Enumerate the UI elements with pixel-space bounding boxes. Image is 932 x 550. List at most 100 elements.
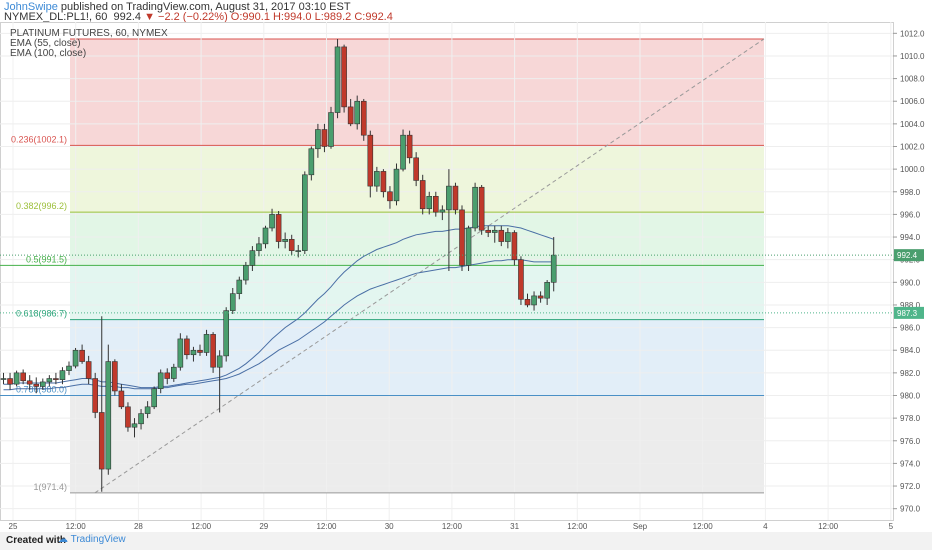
y-tick-label: 982.0 bbox=[900, 369, 921, 378]
y-tick-label: 1012.0 bbox=[900, 29, 925, 38]
fib-zone-0 bbox=[70, 38, 764, 146]
fib-zone-2 bbox=[70, 212, 764, 266]
y-tick-label: 978.0 bbox=[900, 414, 921, 423]
x-tick-label: 28 bbox=[134, 522, 143, 531]
y-tick-label: 974.0 bbox=[900, 459, 921, 468]
candle-body bbox=[197, 349, 203, 353]
candle-body bbox=[288, 239, 295, 251]
candle-body bbox=[341, 46, 347, 108]
candle-body bbox=[157, 372, 164, 390]
symbol-name: NYMEX_DL:PL1!, 60 bbox=[4, 11, 108, 23]
candle-body bbox=[125, 406, 131, 428]
candle-body bbox=[413, 157, 419, 181]
candle-body bbox=[367, 134, 374, 187]
candle-body bbox=[406, 134, 413, 159]
candle-body bbox=[308, 148, 315, 176]
y-tick-label: 1010.0 bbox=[900, 52, 925, 61]
publish-info: published on TradingView.com, August 31,… bbox=[60, 1, 351, 13]
candle-body bbox=[505, 232, 511, 242]
candle-body bbox=[131, 423, 138, 428]
candle-body bbox=[210, 334, 216, 368]
candle-body bbox=[216, 355, 223, 368]
created-with-label: Created with bbox=[6, 535, 67, 546]
publish-line: JohnSwipe published on TradingView.com, … bbox=[4, 1, 351, 13]
candle-body bbox=[39, 381, 46, 387]
candle-body bbox=[138, 413, 144, 425]
candle-body bbox=[419, 180, 426, 210]
y-tick-label: 998.0 bbox=[900, 188, 921, 197]
ema-100-legend[interactable]: EMA (100, close) bbox=[10, 48, 87, 59]
x-tick-label: Sep bbox=[633, 522, 648, 531]
candle-body bbox=[537, 295, 544, 299]
y-tick-label: 1000.0 bbox=[900, 165, 925, 174]
candle-body bbox=[236, 279, 243, 294]
candle-body bbox=[262, 227, 269, 245]
candle-body bbox=[295, 250, 302, 252]
ema-55-legend[interactable]: EMA (55, close) bbox=[10, 38, 81, 49]
fib-level-label: 0.5(991.5) bbox=[26, 254, 67, 264]
x-tick-label: 12:00 bbox=[818, 522, 839, 531]
candle-body bbox=[79, 349, 85, 362]
price-label-box bbox=[894, 249, 924, 262]
author-link[interactable]: JohnSwipe bbox=[4, 1, 58, 13]
diagonal-trendline bbox=[94, 38, 765, 494]
y-tick-label: 986.0 bbox=[900, 324, 921, 333]
candle-body bbox=[524, 298, 531, 306]
y-tick-label: 976.0 bbox=[900, 437, 921, 446]
candle-body bbox=[315, 129, 321, 150]
candle-body bbox=[85, 361, 92, 379]
candle-body bbox=[112, 361, 118, 392]
y-tick-label: 996.0 bbox=[900, 210, 921, 219]
candle-body bbox=[0, 378, 7, 380]
candle-body bbox=[118, 390, 125, 408]
candle-body bbox=[151, 388, 157, 408]
y-tick-label: 972.0 bbox=[900, 482, 921, 491]
last-price: 992.4 bbox=[113, 11, 141, 23]
candle-body bbox=[249, 250, 256, 266]
candle-body bbox=[229, 293, 236, 311]
price-label-box bbox=[894, 306, 924, 319]
y-tick-label: 980.0 bbox=[900, 392, 921, 401]
candle-body bbox=[92, 378, 98, 413]
y-tick-label: 1004.0 bbox=[900, 120, 925, 129]
candle-body bbox=[518, 259, 524, 300]
candle-body bbox=[478, 186, 485, 231]
x-tick-label: 25 bbox=[9, 522, 18, 531]
x-tick-label: 4 bbox=[763, 522, 768, 531]
candle-body bbox=[301, 174, 308, 251]
candle-body bbox=[33, 383, 40, 387]
candle-body bbox=[531, 295, 537, 306]
candle-body bbox=[144, 406, 151, 414]
x-tick-label: 12:00 bbox=[191, 522, 212, 531]
candle-body bbox=[269, 214, 275, 229]
footer-bar: Created with ☁ TradingView bbox=[0, 532, 932, 550]
candle-body bbox=[223, 310, 229, 357]
candle-body bbox=[393, 168, 400, 202]
x-tick-label: 12:00 bbox=[693, 522, 714, 531]
candle-body bbox=[452, 185, 459, 211]
candle-body bbox=[459, 209, 465, 266]
candle-body bbox=[72, 349, 79, 367]
x-tick-label: 30 bbox=[385, 522, 394, 531]
tradingview-logo[interactable]: ☁ TradingView bbox=[58, 534, 126, 545]
candle-body bbox=[328, 112, 334, 147]
candle-body bbox=[13, 372, 20, 385]
candle-body bbox=[472, 186, 478, 229]
candle-body bbox=[432, 196, 439, 213]
candle-body bbox=[360, 100, 367, 136]
candle-body bbox=[354, 100, 361, 125]
candle-body bbox=[171, 366, 177, 379]
fib-level-label: 0.618(986.7) bbox=[16, 309, 67, 319]
y-tick-label: 1002.0 bbox=[900, 143, 925, 152]
candle-body bbox=[446, 185, 452, 211]
candle-body bbox=[7, 378, 13, 385]
y-tick-label: 988.0 bbox=[900, 301, 921, 310]
candle-body bbox=[243, 265, 249, 281]
candle-body bbox=[374, 171, 380, 187]
ohlc-values: O:990.1 H:994.0 L:989.2 C:992.4 bbox=[230, 11, 393, 23]
candle-body bbox=[66, 365, 72, 371]
fib-zone-3 bbox=[70, 265, 764, 320]
candle-body bbox=[511, 232, 518, 260]
candle-body bbox=[46, 378, 53, 383]
